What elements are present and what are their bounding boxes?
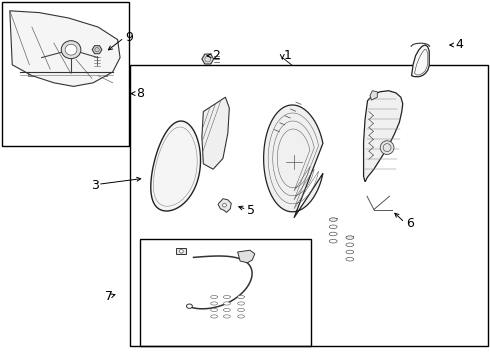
Polygon shape [412,45,429,77]
Ellipse shape [223,308,230,312]
Ellipse shape [65,44,77,55]
Polygon shape [370,91,377,100]
Ellipse shape [329,225,337,229]
Ellipse shape [187,304,193,309]
Text: 8: 8 [136,87,144,100]
Polygon shape [238,250,255,263]
Ellipse shape [238,315,245,318]
Text: 4: 4 [456,39,464,51]
Ellipse shape [222,203,226,207]
Bar [45,68,53,76]
Ellipse shape [211,302,218,305]
Ellipse shape [223,315,230,318]
Polygon shape [10,11,120,86]
Ellipse shape [179,249,183,253]
Ellipse shape [211,308,218,312]
Polygon shape [264,105,323,218]
Ellipse shape [238,295,245,299]
Ellipse shape [346,257,354,261]
Polygon shape [364,91,403,182]
Ellipse shape [329,239,337,243]
Bar [2,2,129,146]
Polygon shape [92,46,102,54]
Polygon shape [218,199,231,212]
Bar [82,68,90,76]
Ellipse shape [238,308,245,312]
Ellipse shape [211,295,218,299]
Polygon shape [151,121,200,211]
Text: 5: 5 [247,204,255,217]
Bar [99,68,107,76]
Text: 1: 1 [283,49,291,62]
Bar [176,248,186,254]
Ellipse shape [211,315,218,318]
Ellipse shape [380,141,394,154]
Ellipse shape [329,218,337,221]
Ellipse shape [223,295,230,299]
Ellipse shape [346,250,354,254]
Ellipse shape [223,302,230,305]
Text: 6: 6 [406,217,414,230]
Bar [28,68,36,76]
Bar [140,239,311,346]
Ellipse shape [238,302,245,305]
Ellipse shape [329,232,337,236]
Ellipse shape [61,41,81,59]
Text: 9: 9 [125,31,133,44]
Bar [130,65,488,346]
Ellipse shape [346,243,354,247]
Polygon shape [202,54,214,64]
Bar [286,155,302,169]
Bar [65,68,73,76]
Text: 7: 7 [105,291,113,303]
Ellipse shape [346,236,354,239]
Text: 2: 2 [212,49,220,62]
Text: 3: 3 [91,179,98,192]
Polygon shape [202,97,229,169]
